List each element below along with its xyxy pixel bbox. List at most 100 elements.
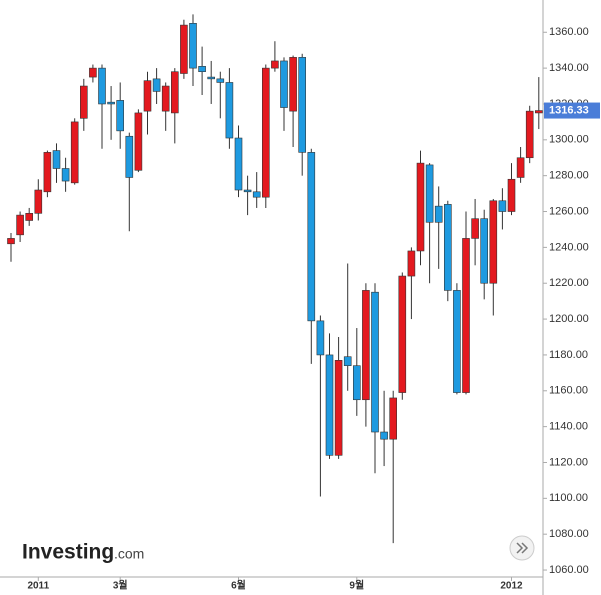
candle (180, 19, 188, 79)
candle-body (7, 238, 15, 245)
candle-body (107, 101, 115, 105)
candle-body (307, 152, 316, 322)
candle-body (225, 82, 234, 139)
candle-body (534, 110, 543, 114)
candle (7, 233, 15, 262)
candle-body (480, 218, 489, 284)
candle (380, 390, 388, 467)
y-tick-label: 1080.00 (549, 528, 589, 540)
candle (116, 82, 124, 149)
candle (271, 41, 279, 72)
y-tick-label: 1280.00 (549, 170, 589, 182)
candle (80, 78, 88, 131)
candle (243, 175, 252, 216)
y-tick-label: 1260.00 (549, 205, 589, 217)
candle (362, 283, 370, 427)
candle-body (125, 135, 134, 178)
candle-body (198, 66, 206, 73)
candle (425, 163, 434, 284)
candle-body (180, 24, 188, 74)
candle (398, 272, 407, 400)
candle (434, 186, 443, 269)
candle-body (161, 85, 170, 112)
candle (280, 57, 288, 131)
candle (371, 283, 379, 474)
candle (198, 46, 206, 96)
y-tick-label: 1220.00 (549, 277, 589, 289)
y-tick-label: 1100.00 (549, 492, 588, 504)
candle (407, 247, 416, 320)
x-tick-label: 6월 (231, 580, 246, 592)
candle-body (343, 356, 352, 366)
y-tick-label: 1360.00 (549, 26, 589, 38)
candle-body (243, 189, 252, 193)
candle (289, 55, 297, 147)
candle (207, 60, 215, 104)
candle-body (80, 85, 88, 119)
candle-body (434, 205, 443, 223)
candle-body (362, 290, 370, 401)
last-price-box (544, 102, 600, 119)
y-tick-label: 1120.00 (549, 456, 588, 468)
candle-body (352, 365, 361, 401)
candle-body (271, 60, 279, 69)
candle (125, 132, 134, 232)
candle (52, 143, 61, 183)
candle (534, 77, 543, 130)
candle-body (507, 178, 516, 212)
candle (316, 315, 325, 497)
candle (189, 14, 197, 87)
candle-body (171, 71, 179, 114)
candle (462, 211, 470, 395)
candle (334, 337, 343, 459)
candle (307, 148, 316, 364)
watermark-suffix: .com (114, 546, 144, 562)
candle (216, 71, 225, 119)
candle (507, 163, 516, 216)
candle-body (25, 213, 34, 221)
candle-body (52, 150, 61, 169)
y-tick-label: 1140.00 (549, 421, 588, 433)
candle-body (516, 157, 525, 178)
candle-body (425, 164, 434, 223)
last-price-tag: 1316.33 (544, 102, 600, 119)
watermark-brand: Investing (22, 541, 114, 564)
candle (16, 211, 24, 242)
x-tick-label: 2011 (27, 581, 49, 592)
candle (498, 188, 507, 230)
x-tick-label: 2012 (500, 581, 523, 592)
candle-body (70, 121, 79, 184)
candle (161, 82, 170, 131)
candle-body (443, 204, 452, 291)
candle-body (298, 57, 307, 153)
candle-body (407, 250, 416, 277)
candle-body (498, 200, 507, 212)
candle (252, 172, 261, 208)
scroll-button[interactable] (509, 535, 535, 561)
candle-body (152, 78, 161, 92)
candle-body (252, 191, 261, 198)
candle-body (462, 238, 470, 393)
candle-body (116, 100, 124, 132)
candle-body (61, 168, 70, 182)
candle (152, 68, 161, 104)
candle-body (398, 275, 407, 393)
candle-body (261, 67, 270, 198)
candle-body (98, 67, 106, 105)
candle-body (453, 290, 461, 393)
x-tick-label: 3월 (113, 580, 128, 592)
y-tick-label: 1180.00 (549, 349, 588, 361)
y-tick-label: 1240.00 (549, 241, 589, 253)
candle (343, 263, 352, 391)
candle (171, 68, 179, 144)
candle-body (280, 60, 288, 108)
candle-body (34, 189, 43, 214)
y-tick-label: 1340.00 (549, 62, 589, 74)
candle (525, 105, 534, 164)
candle (25, 207, 34, 226)
watermark: Investing .com (22, 541, 144, 564)
y-tick-label: 1060.00 (549, 564, 589, 576)
candle (416, 150, 425, 266)
candle (234, 125, 243, 198)
